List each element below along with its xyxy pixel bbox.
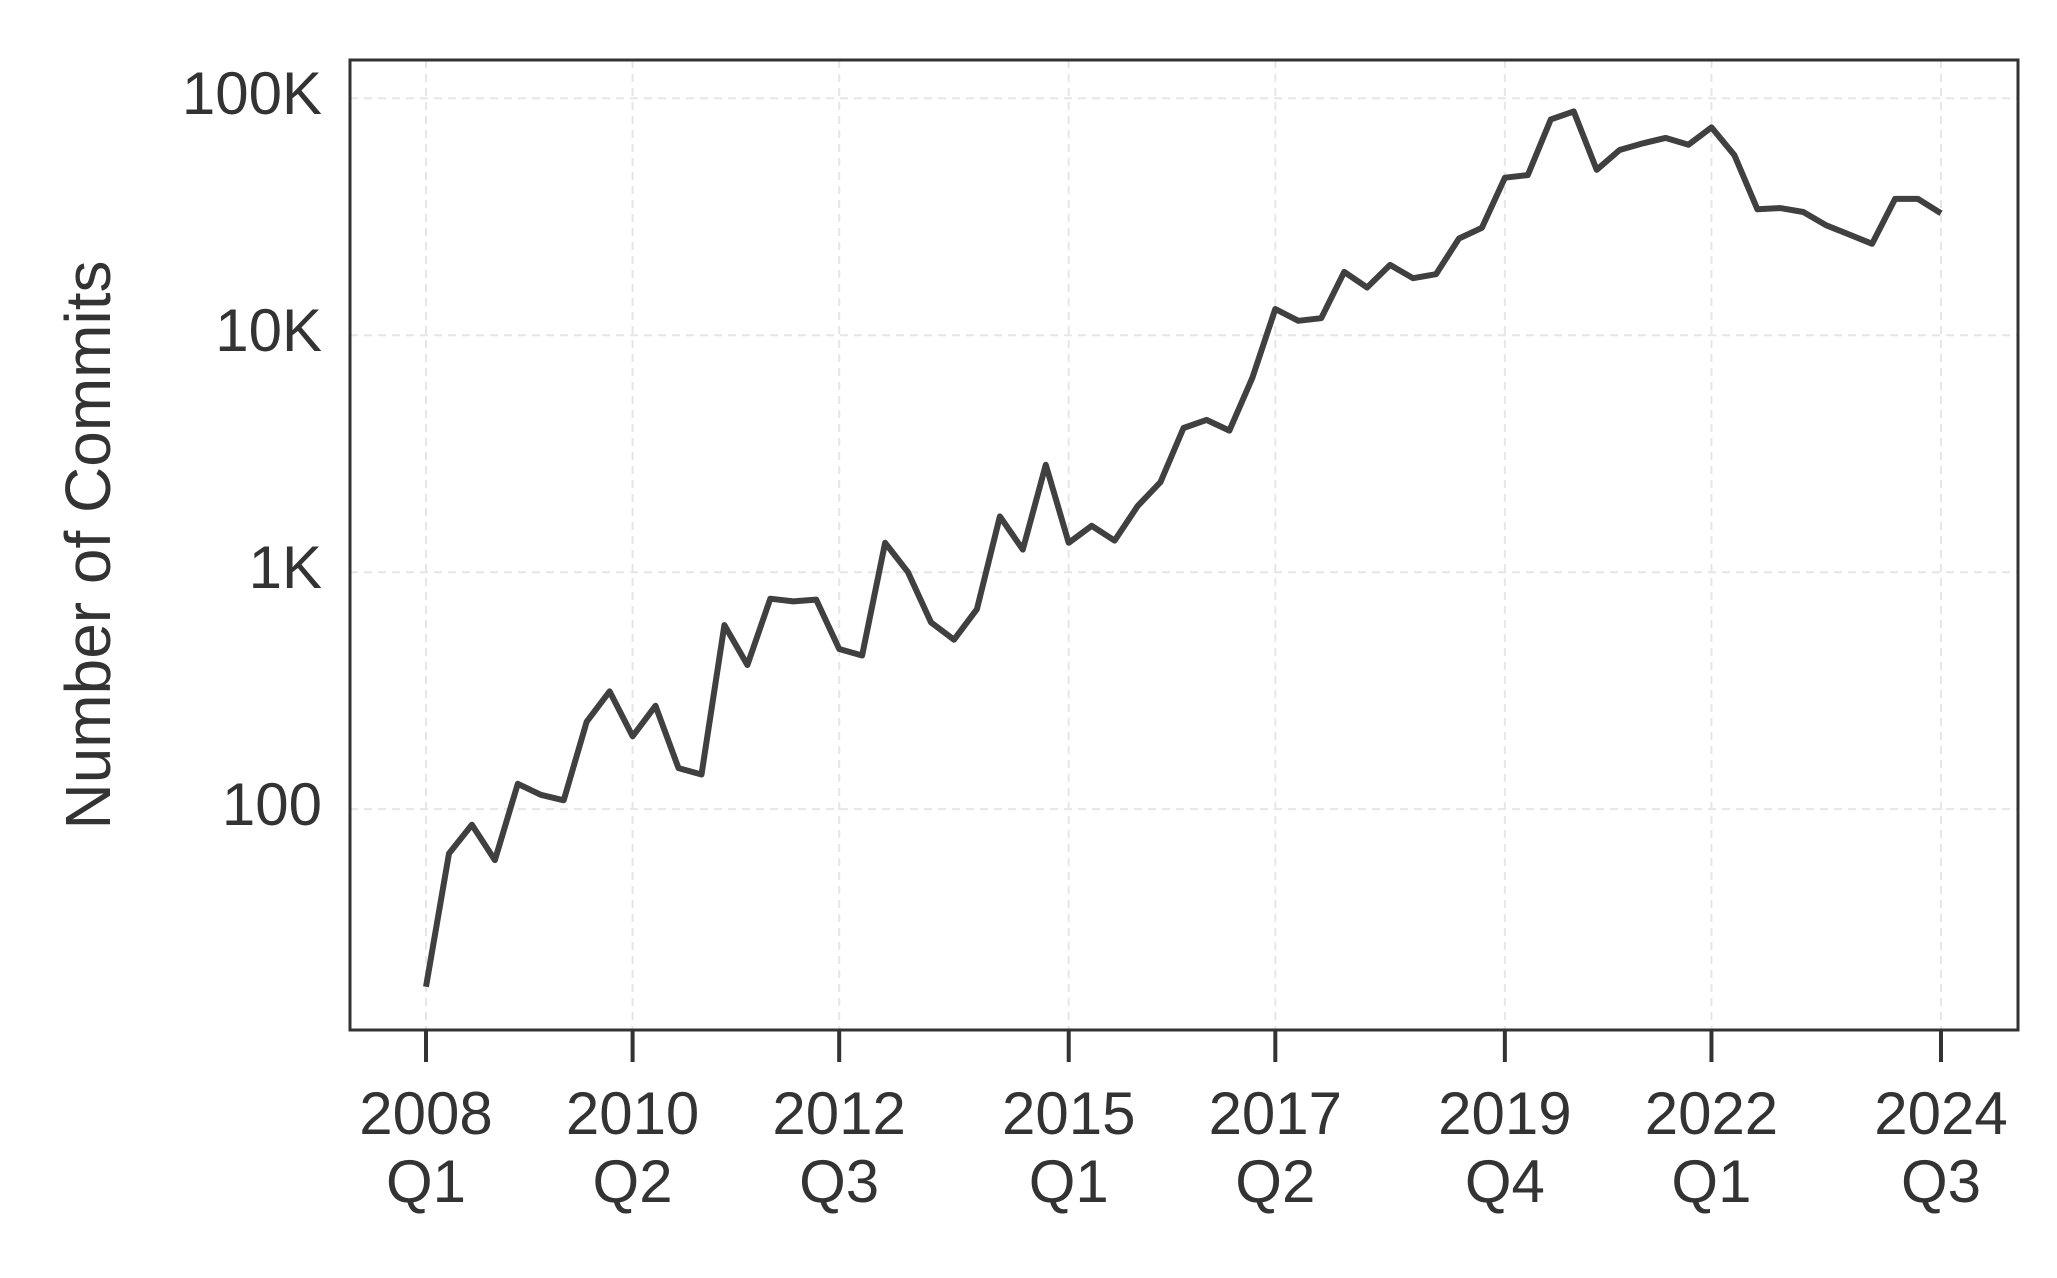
y-axis-label: Number of Commits <box>52 261 124 830</box>
x-tick-label: 2024 Q3 <box>1874 1080 2008 1215</box>
y-tick-label: 100K <box>182 60 322 127</box>
data-line <box>423 108 1943 988</box>
x-tick-label: 2015 Q1 <box>1001 1080 1136 1215</box>
x-tick-label: 2012 Q3 <box>772 1080 906 1215</box>
x-tick-label: 2008 Q1 <box>359 1080 493 1215</box>
y-tick-label: 10K <box>215 297 322 364</box>
x-tick-label: 2022 Q1 <box>1644 1080 1779 1215</box>
x-tick-label: 2017 Q2 <box>1208 1080 1343 1215</box>
x-tick-label: 2010 Q2 <box>565 1080 700 1215</box>
x-tick-label: 2019 Q4 <box>1438 1080 1572 1215</box>
plot-frame <box>348 58 2020 1032</box>
y-tick-label: 1K <box>249 534 322 601</box>
y-tick-label: 100 <box>222 771 322 838</box>
